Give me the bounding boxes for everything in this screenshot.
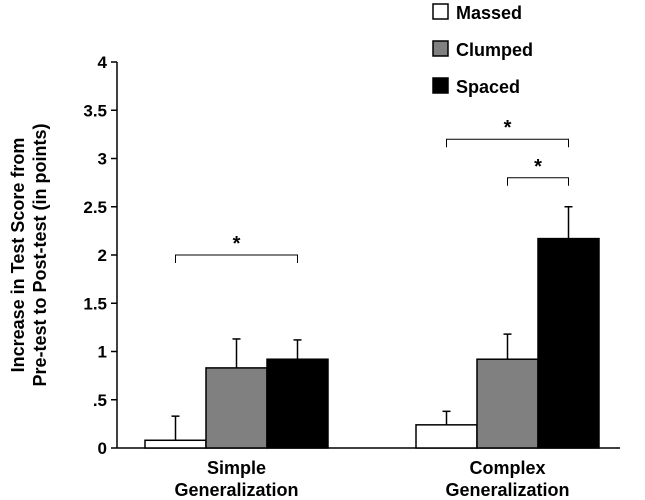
significance-brackets: * * * bbox=[175, 117, 569, 263]
legend-swatch-spaced bbox=[432, 77, 449, 94]
bar-clumped bbox=[476, 358, 539, 449]
legend: Massed Clumped Spaced bbox=[432, 3, 533, 97]
y-tick-label: 1 bbox=[98, 343, 107, 362]
category-label: Generalization bbox=[174, 480, 298, 500]
category-label: Generalization bbox=[445, 480, 569, 500]
significance-star: * bbox=[504, 117, 512, 139]
bar-spaced bbox=[266, 358, 329, 449]
y-axis-label-line: Increase in Test Score from bbox=[8, 138, 28, 373]
y-tick-label: 2.5 bbox=[83, 198, 107, 217]
y-tick-label: 3.5 bbox=[83, 101, 107, 120]
y-tick-label: 2 bbox=[98, 246, 107, 265]
y-ticks: 0 .5 1 1.5 2 2.5 3 3.5 4 bbox=[83, 53, 117, 458]
y-tick-label: 4 bbox=[98, 53, 108, 72]
legend-label-massed: Massed bbox=[456, 3, 522, 23]
bar-clumped bbox=[205, 367, 268, 449]
legend-label-spaced: Spaced bbox=[456, 77, 520, 97]
y-axis-label: Increase in Test Score from Pre-test to P… bbox=[8, 123, 50, 386]
bar-spaced bbox=[537, 237, 600, 449]
bar-massed bbox=[415, 424, 478, 449]
category-label: Complex bbox=[469, 458, 545, 478]
significance-bracket bbox=[507, 177, 569, 186]
error-bars bbox=[171, 206, 573, 441]
y-tick-label: 3 bbox=[98, 150, 107, 169]
y-tick-label: 0 bbox=[98, 439, 107, 458]
significance-bracket bbox=[175, 254, 298, 263]
significance-star: * bbox=[233, 233, 241, 255]
legend-swatch-massed bbox=[432, 3, 449, 20]
y-tick-label: 1.5 bbox=[83, 294, 107, 313]
significance-bracket bbox=[446, 138, 569, 148]
y-axis-label-line: Pre-test to Post-test (in points) bbox=[30, 123, 50, 386]
bars bbox=[144, 237, 600, 449]
bar-massed bbox=[144, 439, 207, 449]
y-tick-label: .5 bbox=[93, 391, 107, 410]
category-labels: SimpleGeneralizationComplexGeneralizatio… bbox=[174, 458, 569, 500]
significance-star: * bbox=[534, 156, 542, 178]
category-label: Simple bbox=[207, 458, 266, 478]
legend-label-clumped: Clumped bbox=[456, 40, 533, 60]
legend-swatch-clumped bbox=[432, 40, 449, 57]
